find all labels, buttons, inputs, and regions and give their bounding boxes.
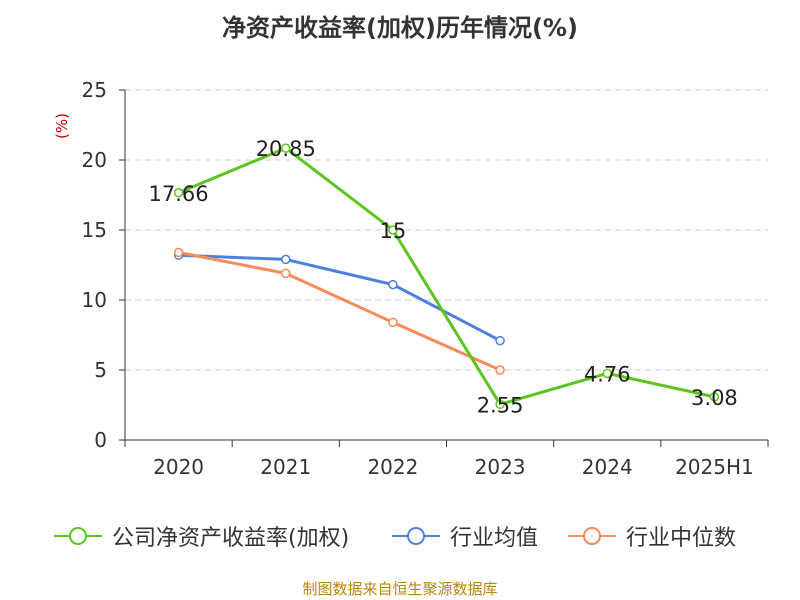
data-label: 20.85 [256, 137, 316, 161]
data-label: 17.66 [149, 182, 209, 206]
y-tick-label: 15 [82, 218, 107, 242]
data-point-company [602, 368, 612, 379]
data-point-company [281, 143, 291, 153]
legend-label-company: 公司净资产收益率(加权) [112, 526, 350, 551]
data-point-industry_median [388, 317, 398, 328]
data-label: 3.08 [691, 386, 738, 410]
data-point-industry_median [173, 247, 184, 258]
y-axis-unit: (%) [53, 113, 71, 139]
legend-label-industry-median: 行业中位数 [626, 526, 737, 551]
data-point-company [388, 225, 398, 235]
data-point-company [709, 392, 720, 402]
series-line-company [178, 146, 715, 406]
chart-title: 净资产收益率(加权)历年情况(%) [222, 14, 578, 42]
data-point-industry_avg [495, 335, 505, 346]
data-label: 15 [380, 219, 407, 243]
x-tick-label: 2020 [153, 455, 204, 479]
x-tick-label: 2024 [582, 455, 633, 479]
y-tick-label: 5 [94, 358, 107, 382]
data-point-company [173, 188, 184, 198]
series-line-industry_avg [178, 253, 501, 342]
y-tick-label: 10 [82, 288, 107, 312]
series-line-industry_median [178, 250, 501, 372]
legend-label-industry-avg: 行业均值 [450, 526, 539, 551]
y-tick-label: 0 [94, 428, 107, 452]
x-tick-label: 2021 [260, 455, 311, 479]
source-footer: 制图数据来自恒生聚源数据库 [302, 580, 498, 598]
legend-marker-industry-median [568, 527, 616, 545]
data-label: 2.55 [477, 393, 524, 417]
legend-item-industry-median[interactable]: 行业中位数 [566, 519, 736, 553]
x-tick-label: 2022 [367, 455, 418, 479]
data-point-industry_avg [281, 254, 291, 265]
x-tick-label: 2025H1 [675, 455, 754, 479]
data-point-industry_avg [388, 279, 398, 290]
data-point-company [495, 399, 505, 410]
legend-item-industry-avg[interactable]: 行业均值 [390, 519, 538, 553]
data-point-industry_median [281, 268, 291, 279]
legend-marker-industry-avg [392, 527, 440, 545]
y-tick-label: 20 [82, 148, 107, 172]
y-tick-label: 25 [82, 78, 107, 102]
data-point-industry_median [495, 365, 505, 375]
x-tick-label: 2023 [475, 455, 526, 479]
legend: 公司净资产收益率(加权) 行业均值 行业中位数 [0, 519, 800, 553]
legend-item-company[interactable]: 公司净资产收益率(加权) [52, 519, 349, 553]
legend-marker-company [54, 527, 102, 545]
data-label: 4.76 [584, 362, 631, 386]
